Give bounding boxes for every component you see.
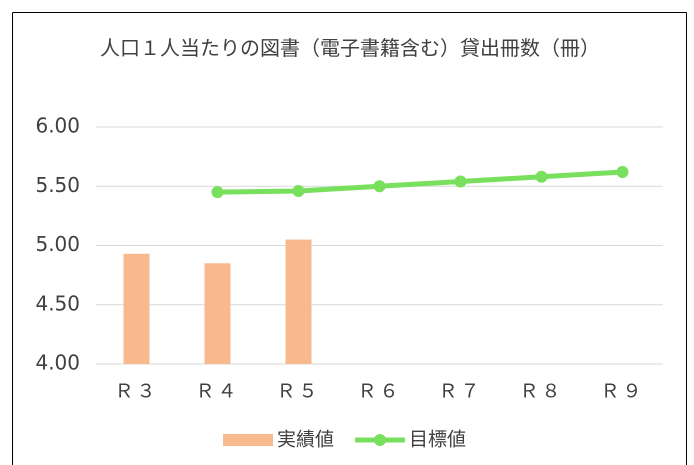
line-marker bbox=[373, 180, 386, 193]
x-tick-label: Ｒ４ bbox=[195, 381, 239, 403]
bar bbox=[123, 253, 150, 364]
y-tick-label: 4.00 bbox=[35, 351, 80, 375]
legend-swatch bbox=[374, 434, 386, 446]
line-marker bbox=[454, 175, 467, 188]
y-tick-label: 5.00 bbox=[35, 232, 80, 256]
line-marker bbox=[292, 184, 305, 197]
x-tick-label: Ｒ５ bbox=[276, 381, 320, 403]
line-marker bbox=[211, 186, 224, 199]
x-tick-label: Ｒ９ bbox=[600, 381, 644, 403]
y-tick-label: 5.50 bbox=[35, 173, 80, 197]
line bbox=[217, 169, 623, 195]
x-tick-label: Ｒ８ bbox=[519, 381, 563, 403]
line-marker bbox=[616, 166, 629, 179]
y-tick-label: 6.00 bbox=[35, 114, 80, 138]
x-tick-label: Ｒ３ bbox=[114, 381, 158, 403]
bar bbox=[285, 239, 312, 364]
legend-swatch bbox=[223, 434, 273, 446]
y-tick-label: 4.50 bbox=[35, 291, 80, 315]
legend-label: 目標値 bbox=[409, 429, 466, 451]
bar bbox=[204, 263, 231, 364]
x-tick-label: Ｒ７ bbox=[438, 381, 482, 403]
x-tick-label: Ｒ６ bbox=[357, 381, 401, 403]
line-marker bbox=[535, 170, 548, 183]
legend-label: 実績値 bbox=[277, 429, 334, 451]
chart-title: 人口１人当たりの図書（電子書籍含む）貸出冊数（冊） bbox=[100, 36, 600, 60]
